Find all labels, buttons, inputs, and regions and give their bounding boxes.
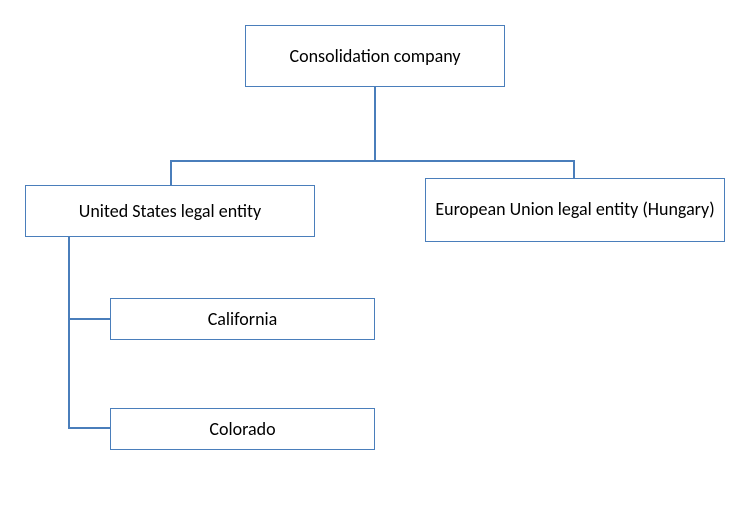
node-label: Colorado [209,418,275,440]
connector-to-colorado [68,427,110,429]
node-label: European Union legal entity (Hungary) [435,198,714,221]
connector-to-eu [573,160,575,178]
connector-horizontal-spread [170,160,575,162]
connector-root-down [374,87,376,160]
node-eu-entity: European Union legal entity (Hungary) [425,178,725,242]
node-label: United States legal entity [79,200,261,222]
connector-to-california [68,318,110,320]
node-us-entity: United States legal entity [25,185,315,237]
node-california: California [110,298,375,340]
connector-to-us [170,160,172,185]
node-colorado: Colorado [110,408,375,450]
node-label: Consolidation company [290,45,461,67]
node-label: California [208,308,278,330]
node-consolidation-company: Consolidation company [245,25,505,87]
connector-us-trunk [68,237,70,429]
